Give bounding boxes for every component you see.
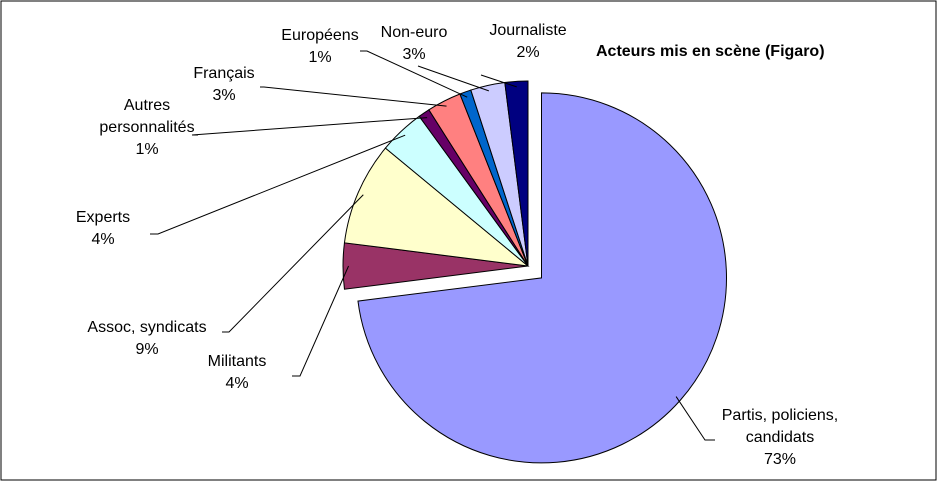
slice-name: Experts	[76, 209, 130, 226]
slice-label: Non-euro 3%	[381, 24, 448, 63]
pie-slice	[343, 147, 530, 267]
slice-name: Autres	[124, 97, 170, 114]
slices-layer	[342, 80, 727, 464]
slice-percent: 4%	[225, 375, 248, 392]
slice-percent: 9%	[135, 341, 158, 358]
slice-name: Journaliste	[489, 22, 566, 39]
slice-percent: 2%	[516, 44, 539, 61]
slice-label: Autres personnalités 1%	[99, 97, 194, 158]
slice-percent: 3%	[402, 46, 425, 63]
leader-line	[191, 117, 428, 136]
leader-line	[222, 194, 364, 333]
leader-line	[675, 396, 715, 441]
leader-line	[150, 134, 406, 235]
slice-percent: 4%	[91, 231, 114, 248]
slice-label: Experts 4%	[76, 209, 130, 248]
slice-percent: 1%	[135, 141, 158, 158]
leader-line	[360, 50, 468, 98]
slice-label: Partis, policiens, candidats 73%	[722, 407, 839, 468]
slice-name: Français	[193, 65, 254, 82]
leader-line	[292, 265, 350, 377]
slice-percent: 1%	[308, 49, 331, 66]
slice-label: Européens 1%	[281, 27, 358, 66]
slice-labels: Partis, policiens, candidats 73% Militants 4…	[76, 22, 838, 468]
slice-name: Non-euro	[381, 24, 448, 41]
leader-lines	[150, 50, 715, 441]
slice-label: Assoc, syndicats 9%	[87, 319, 206, 358]
slice-name: personnalités	[99, 119, 194, 136]
slice-name: Partis, policiens,	[722, 407, 839, 424]
slice-name: Militants	[208, 353, 267, 370]
pie-slice	[357, 92, 727, 464]
leader-line	[417, 65, 490, 92]
slice-label: Journaliste 2%	[489, 22, 566, 61]
leader-line	[480, 74, 517, 88]
chart-title: Acteurs mis en scène (Figaro)	[596, 43, 825, 60]
leader-line	[260, 86, 447, 107]
slice-name: Assoc, syndicats	[87, 319, 206, 336]
slice-percent: 3%	[212, 87, 235, 104]
slice-label: Français 3%	[193, 65, 254, 104]
slice-percent: 73%	[764, 451, 796, 468]
slice-name: candidats	[746, 429, 815, 446]
slice-name: Européens	[281, 27, 358, 44]
slice-label: Militants 4%	[208, 353, 267, 392]
